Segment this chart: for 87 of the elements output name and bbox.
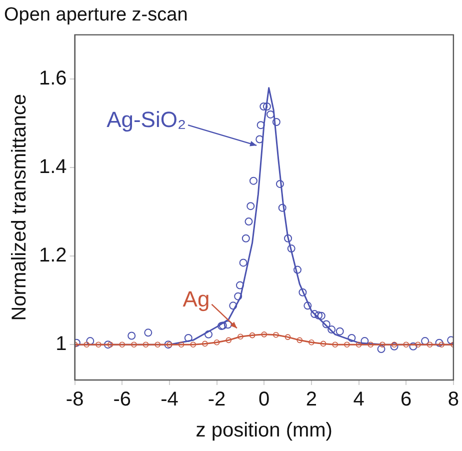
point: [293, 266, 302, 274]
point: [154, 342, 161, 348]
point: [229, 302, 238, 310]
point: [332, 342, 338, 348]
point: [256, 121, 265, 130]
point: [426, 342, 433, 348]
point: [435, 338, 444, 347]
point: [142, 342, 149, 348]
point: [390, 342, 398, 350]
x-tick-label: 8: [448, 388, 459, 411]
x-tick-label: -2: [208, 388, 226, 411]
point: [287, 244, 296, 253]
point: [348, 334, 356, 342]
point: [368, 342, 374, 348]
point: [344, 342, 350, 348]
point: [234, 292, 242, 300]
x-tick-label: 4: [353, 388, 364, 411]
point: [328, 326, 336, 334]
point: [298, 288, 307, 296]
x-axis-title: z position (mm): [196, 420, 332, 442]
x-tick-label: -6: [113, 388, 132, 411]
point: [317, 312, 326, 320]
point: [119, 342, 126, 348]
point: [249, 176, 258, 185]
point: [204, 330, 213, 338]
point: [296, 337, 303, 344]
point: [144, 328, 152, 337]
point: [249, 332, 256, 338]
point: [322, 320, 330, 328]
point: [356, 342, 362, 348]
point: [273, 332, 279, 338]
point: [314, 311, 323, 320]
point: [391, 342, 398, 348]
point: [415, 342, 421, 348]
chart-title: Open aperture z-scan: [4, 4, 188, 26]
x-tick-label: 6: [400, 388, 412, 411]
point: [166, 342, 172, 348]
point: [239, 258, 248, 267]
point: [128, 332, 136, 340]
point: [214, 339, 220, 346]
point: [107, 342, 114, 348]
point: [261, 332, 268, 338]
point: [184, 334, 192, 342]
x-tick-label: -4: [160, 388, 178, 411]
point: [276, 180, 284, 188]
y-tick-label: 1.6: [38, 68, 67, 90]
y-tick-label: 1: [56, 333, 67, 356]
point: [246, 202, 255, 210]
y-tick-label: 1.4: [38, 156, 67, 178]
point: [242, 234, 250, 242]
point: [272, 118, 280, 126]
point: [84, 342, 90, 348]
point: [336, 327, 344, 336]
point: [104, 340, 112, 349]
point: [409, 342, 418, 350]
x-tick-label: 0: [258, 388, 270, 411]
point: [202, 340, 208, 347]
text: Ag-SiO₂: [106, 107, 186, 132]
point: [284, 234, 292, 242]
point: [262, 102, 271, 110]
point: [131, 342, 137, 348]
point: [304, 302, 312, 310]
point: [238, 334, 244, 340]
point: [224, 320, 232, 329]
x-tick-label: -8: [66, 388, 84, 411]
point: [377, 345, 386, 354]
point: [178, 342, 184, 348]
point: [403, 342, 410, 348]
point: [284, 334, 291, 340]
point: [260, 102, 268, 110]
point: [256, 135, 264, 144]
point: [310, 310, 319, 318]
y-axis-title: Normalized transmittance: [8, 94, 31, 321]
point: [190, 342, 196, 348]
point: [226, 337, 232, 344]
y-tick-label: 1.2: [38, 244, 67, 267]
point: [244, 218, 253, 226]
point: [438, 342, 445, 348]
point: [96, 342, 102, 348]
point: [308, 339, 314, 346]
series-label: Ag: [182, 286, 210, 312]
point: [380, 342, 386, 348]
point: [236, 281, 244, 290]
x-tick-label: 2: [306, 388, 318, 411]
point: [278, 204, 286, 212]
point: [164, 340, 172, 349]
point: [320, 340, 326, 347]
